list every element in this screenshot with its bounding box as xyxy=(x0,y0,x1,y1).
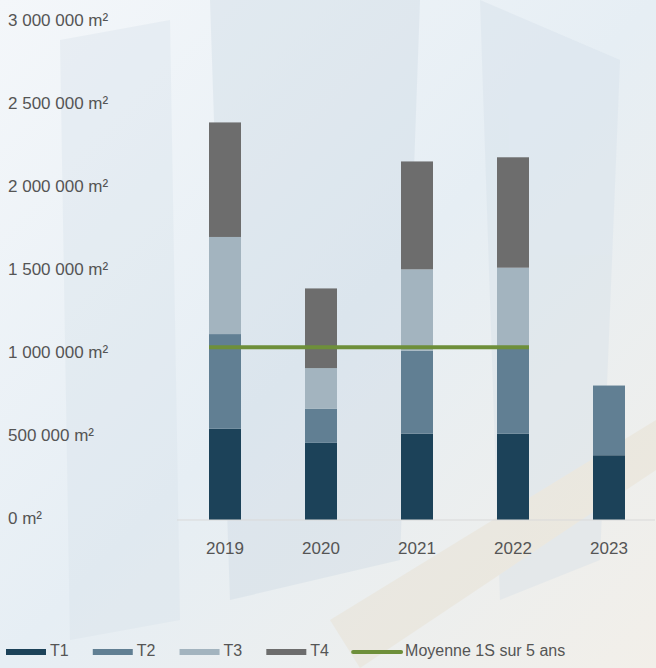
legend-label: T4 xyxy=(310,642,329,659)
bar-segment xyxy=(401,161,433,269)
x-tick-label: 2019 xyxy=(206,539,244,558)
bar-segment xyxy=(497,157,529,267)
bar-segment xyxy=(593,455,625,520)
x-axis-line xyxy=(177,520,655,521)
background-decoration xyxy=(60,0,656,668)
bar-segment xyxy=(209,237,241,334)
y-tick-label: 2 000 000 m² xyxy=(8,177,109,196)
y-tick-label: 0 m² xyxy=(8,509,42,528)
y-tick-label: 3 000 000 m² xyxy=(8,11,109,30)
bar-segment xyxy=(305,409,337,443)
y-axis: 0 m² 500 000 m² 1 000 000 m² 1 500 000 m² 2 … xyxy=(8,11,109,528)
legend-swatch xyxy=(353,650,401,654)
legend-swatch xyxy=(180,649,220,655)
legend-label: Moyenne 1S sur 5 ans xyxy=(405,642,565,659)
legend: T1 T2 T3 T4 Moyenne 1S sur 5 ans xyxy=(6,642,565,659)
legend-label: T2 xyxy=(137,642,156,659)
x-tick-label: 2022 xyxy=(494,539,532,558)
y-tick-label: 500 000 m² xyxy=(8,426,94,445)
bar-segment xyxy=(497,348,529,433)
average-line xyxy=(209,345,529,349)
bar-segment xyxy=(497,268,529,349)
legend-label: T3 xyxy=(224,642,243,659)
y-tick-label: 1 000 000 m² xyxy=(8,343,109,362)
bar-segment xyxy=(305,443,337,520)
bar-segment xyxy=(401,434,433,520)
x-tick-label: 2020 xyxy=(302,539,340,558)
background xyxy=(0,0,656,668)
bar-segment xyxy=(305,288,337,368)
legend-label: T1 xyxy=(50,642,69,659)
legend-swatch xyxy=(6,649,46,655)
bar-segment xyxy=(305,368,337,409)
bar-segment xyxy=(593,386,625,456)
legend-swatch xyxy=(93,649,133,655)
y-tick-label: 2 500 000 m² xyxy=(8,94,109,113)
legend-swatch xyxy=(266,649,306,655)
x-axis: 2019 2020 2021 2022 2023 xyxy=(177,520,655,558)
x-tick-label: 2023 xyxy=(590,539,628,558)
x-tick-label: 2021 xyxy=(398,539,436,558)
bar-segment xyxy=(401,351,433,434)
bar-segment xyxy=(209,429,241,520)
marks xyxy=(209,122,625,520)
y-tick-label: 1 500 000 m² xyxy=(8,260,109,279)
bar-segment xyxy=(209,122,241,237)
bar-segment xyxy=(401,269,433,350)
chart: 0 m² 500 000 m² 1 000 000 m² 1 500 000 m² 2 … xyxy=(0,0,656,668)
bar-segment xyxy=(497,434,529,520)
